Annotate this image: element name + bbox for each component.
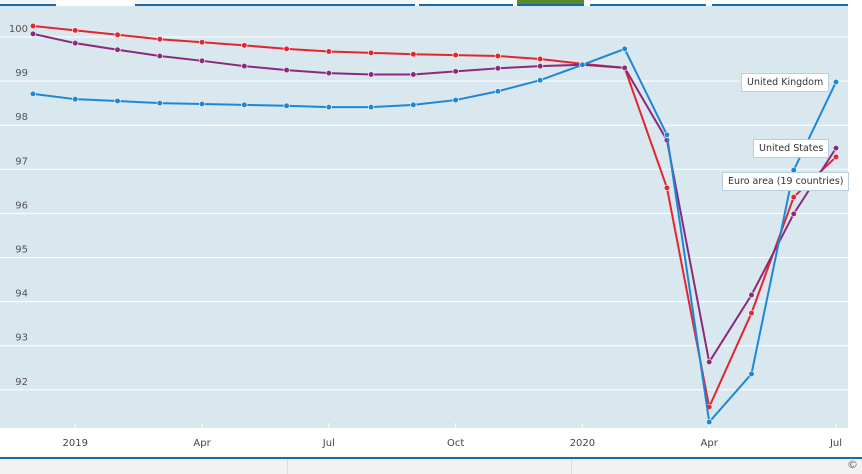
y-tick-label: 93: [15, 333, 28, 344]
data-point-euro-area-19-countries: [29, 22, 37, 30]
line-chart: 92 93 94 95 96 97 98 99 100 2019 Apr Jul Oct 2020 Apr J…: [0, 6, 848, 449]
data-point-united-kingdom: [283, 102, 290, 109]
data-point-united-kingdom: [156, 100, 163, 107]
x-tick-label: Oct: [447, 438, 464, 449]
data-point-united-states: [748, 291, 755, 299]
data-point-united-kingdom: [621, 45, 628, 53]
data-point-united-kingdom: [241, 101, 248, 109]
tab[interactable]: [712, 0, 848, 6]
series-line-united-kingdom: [32, 47, 837, 425]
data-point-united-states: [325, 70, 332, 77]
data-point-euro-area-19-countries: [114, 31, 121, 38]
x-tick-label: 2019: [63, 438, 88, 449]
data-point-euro-area-19-countries: [156, 36, 163, 43]
data-point-united-kingdom: [410, 101, 417, 109]
data-point-united-states: [368, 71, 375, 78]
tab[interactable]: [419, 0, 513, 6]
y-tick-label: 95: [15, 245, 28, 256]
y-tick-label: 98: [15, 112, 28, 123]
tab[interactable]: [0, 0, 56, 6]
y-tick-label: 100: [9, 24, 28, 35]
data-point-united-states: [72, 40, 79, 47]
data-point-euro-area-19-countries: [537, 55, 544, 63]
data-point-united-states: [494, 65, 501, 72]
data-point-united-kingdom: [29, 90, 37, 97]
data-point-united-kingdom: [537, 77, 544, 84]
data-point-united-states: [790, 210, 797, 217]
data-point-united-kingdom: [325, 104, 332, 111]
data-point-united-states: [283, 66, 290, 74]
x-tick-label: Jul: [322, 438, 335, 449]
data-point-united-states: [832, 145, 840, 152]
data-point-united-states: [410, 71, 417, 78]
bottom-section[interactable]: [0, 459, 288, 474]
tab[interactable]: [590, 0, 706, 6]
tab[interactable]: [135, 0, 415, 6]
data-point-united-kingdom: [663, 131, 671, 139]
data-point-united-kingdom: [706, 418, 713, 426]
series-label-euro-area: Euro area (19 countries): [722, 172, 850, 191]
data-point-united-kingdom: [368, 104, 375, 111]
x-tick-label: Apr: [193, 438, 211, 449]
data-point-euro-area-19-countries: [748, 309, 755, 317]
series-label-united-states: United States: [753, 139, 830, 158]
data-point-united-states: [537, 63, 544, 70]
data-point-united-kingdom: [114, 97, 121, 105]
data-point-euro-area-19-countries: [452, 51, 459, 59]
data-point-united-kingdom: [452, 96, 459, 104]
data-point-united-kingdom: [494, 88, 501, 95]
data-point-euro-area-19-countries: [410, 51, 417, 58]
data-point-euro-area-19-countries: [832, 153, 840, 161]
tab[interactable]: [517, 0, 584, 6]
data-point-united-kingdom: [72, 96, 79, 103]
y-tick-label: 99: [15, 68, 28, 79]
x-tick-label: Apr: [701, 438, 719, 449]
copyright-icon: ©: [847, 458, 858, 471]
data-point-united-states: [29, 30, 37, 38]
bottom-section[interactable]: [288, 459, 572, 474]
series-line-united-states: [32, 32, 837, 365]
data-point-united-states: [621, 64, 628, 71]
data-point-euro-area-19-countries: [790, 193, 797, 201]
data-point-euro-area-19-countries: [241, 42, 248, 49]
plot-area: [0, 6, 848, 428]
data-point-united-states: [241, 63, 248, 70]
data-point-united-states: [114, 46, 121, 53]
y-tick-label: 94: [15, 289, 28, 300]
data-point-euro-area-19-countries: [494, 52, 501, 60]
data-point-united-kingdom: [579, 61, 586, 68]
tab-selected[interactable]: [58, 0, 133, 4]
data-point-euro-area-19-countries: [663, 184, 671, 191]
data-point-united-states: [706, 358, 713, 366]
y-tick-label: 96: [15, 200, 28, 211]
data-point-united-states: [156, 52, 163, 60]
data-point-united-states: [452, 68, 459, 75]
data-point-united-kingdom: [748, 370, 755, 378]
data-point-united-kingdom: [832, 78, 840, 86]
bottom-panel: ©: [0, 457, 862, 474]
data-point-united-states: [198, 57, 206, 64]
x-tick-label: Jul: [829, 438, 842, 449]
view-tabs: [0, 0, 862, 6]
series-label-united-kingdom: United Kingdom: [741, 73, 830, 92]
data-point-euro-area-19-countries: [198, 39, 206, 46]
y-tick-label: 92: [15, 377, 28, 388]
data-point-united-kingdom: [198, 100, 206, 108]
y-tick-label: 97: [15, 156, 28, 167]
data-point-euro-area-19-countries: [283, 45, 290, 53]
data-point-euro-area-19-countries: [72, 27, 79, 34]
x-tick-label: 2020: [570, 438, 595, 449]
data-point-euro-area-19-countries: [368, 49, 375, 56]
data-point-euro-area-19-countries: [325, 48, 332, 55]
